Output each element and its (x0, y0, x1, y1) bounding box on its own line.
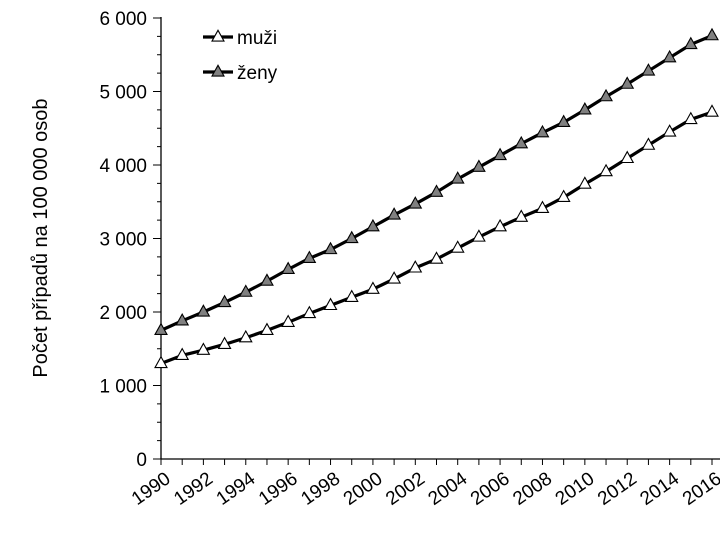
x-ticks: 1990199219941996199820002002200420062008… (128, 459, 720, 510)
y-axis-title: Počet případů na 100 000 osob (30, 98, 52, 377)
data-point (217, 336, 232, 349)
data-point (471, 159, 486, 172)
y-tick-label: 0 (136, 450, 147, 471)
data-point (577, 102, 592, 115)
data-point (281, 261, 296, 275)
data-point (196, 342, 211, 355)
data-point (344, 289, 359, 302)
x-tick-label: 2016 (679, 468, 720, 509)
series-1 (154, 27, 719, 336)
data-point (556, 114, 571, 128)
data-point (577, 176, 592, 189)
x-tick-label: 2008 (509, 468, 556, 509)
data-point (599, 88, 613, 102)
x-tick-label: 2012 (594, 468, 641, 509)
data-point (302, 250, 317, 263)
data-point (387, 207, 402, 220)
x-tick-label: 2006 (467, 468, 514, 509)
data-point (683, 36, 698, 50)
x-tick-label: 2014 (637, 468, 684, 510)
legend: muži ženy (203, 28, 278, 84)
data-point (175, 312, 190, 326)
legend-label: muži (237, 28, 277, 49)
y-tick-label: 3 000 (99, 230, 147, 251)
y-ticks: 0 1 000 2 000 3 000 4 000 5 000 6 000 (99, 9, 161, 471)
x-tick-label: 1994 (213, 468, 260, 510)
series-group (154, 27, 719, 369)
y-tick-label: 5 000 (99, 83, 147, 104)
data-point (260, 273, 274, 286)
data-point (238, 284, 253, 297)
data-point (493, 218, 508, 232)
data-point (556, 189, 571, 202)
data-point (429, 251, 444, 264)
x-tick-label: 1996 (255, 468, 302, 509)
data-point (387, 271, 402, 284)
y-tick-label: 1 000 (99, 377, 147, 398)
data-point (705, 104, 719, 117)
y-tick-label: 4 000 (99, 156, 147, 177)
data-point (514, 135, 529, 149)
data-point (514, 209, 529, 222)
data-point (471, 229, 486, 242)
data-point (620, 76, 635, 89)
data-point (408, 260, 423, 273)
data-point (641, 137, 656, 150)
data-point (323, 241, 338, 255)
data-point (238, 329, 253, 343)
x-tick-label: 2000 (340, 468, 387, 509)
x-tick-label: 2004 (425, 468, 472, 510)
data-point (599, 163, 613, 177)
data-point (705, 27, 719, 41)
data-point (450, 171, 465, 184)
x-tick-label: 1990 (128, 468, 175, 509)
x-tick-label: 1992 (170, 468, 217, 509)
data-point (196, 304, 211, 317)
data-point (365, 281, 380, 294)
series-line (160, 110, 713, 365)
x-tick-label: 2002 (382, 468, 429, 509)
data-point (281, 314, 296, 327)
data-point (260, 322, 274, 336)
data-point (154, 322, 168, 336)
data-point (344, 230, 359, 244)
legend-label: ženy (237, 63, 278, 84)
series-0 (154, 104, 719, 369)
data-point (429, 184, 444, 197)
x-tick-label: 1998 (297, 468, 344, 509)
data-point (175, 347, 190, 361)
data-point (641, 63, 656, 76)
data-point (493, 147, 508, 161)
data-point (302, 305, 317, 319)
y-tick-label: 6 000 (99, 9, 147, 30)
data-point (662, 49, 677, 63)
y-tick-label: 2 000 (99, 303, 147, 324)
data-point (662, 124, 677, 137)
x-tick-label: 2010 (552, 468, 599, 509)
data-point (535, 200, 550, 214)
data-point (323, 297, 338, 311)
data-point (683, 111, 698, 125)
data-point (620, 150, 635, 164)
data-point (154, 355, 168, 369)
legend-marker (211, 64, 225, 77)
data-point (450, 240, 465, 253)
data-point (365, 218, 380, 232)
legend-marker (211, 29, 225, 42)
data-point (535, 124, 550, 138)
data-point (217, 294, 232, 308)
data-point (408, 196, 423, 209)
